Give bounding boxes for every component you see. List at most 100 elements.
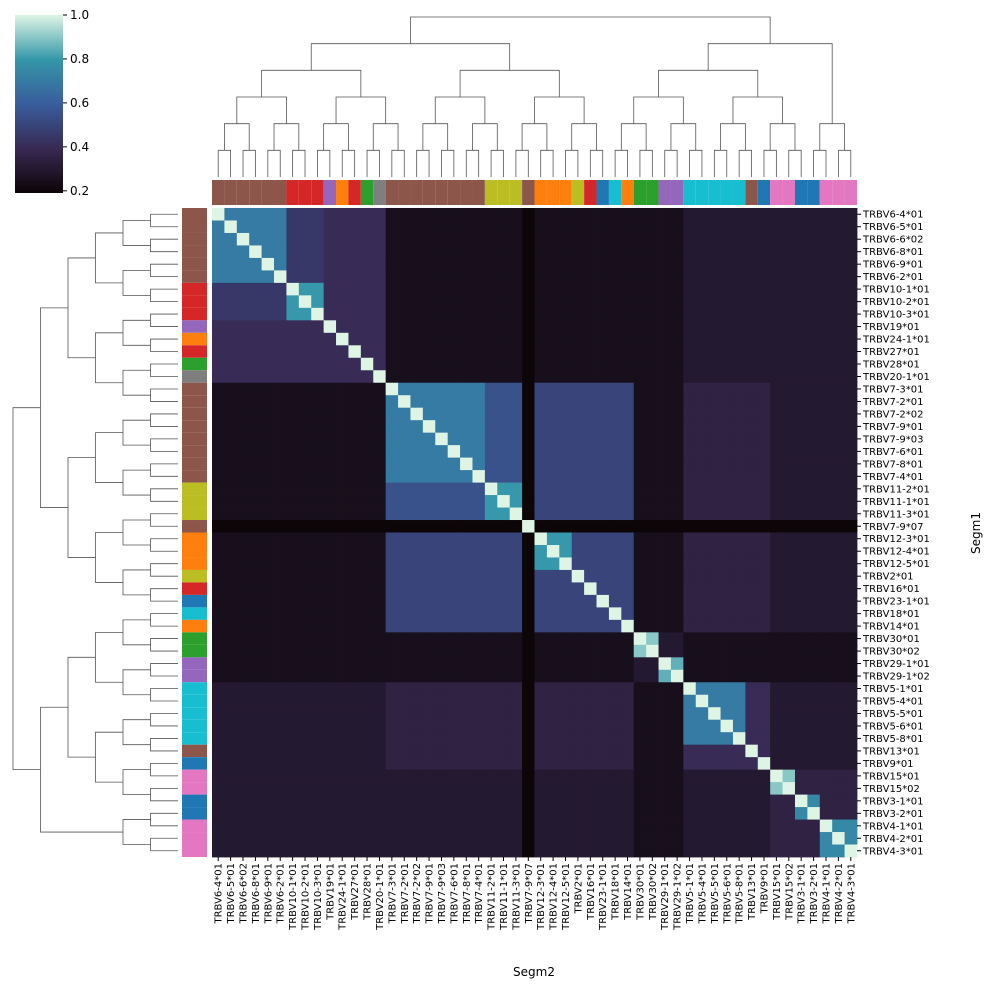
heatmap-cell [633, 245, 647, 259]
heatmap-cell [720, 757, 734, 771]
heatmap-cell [633, 470, 647, 483]
heatmap-cell [497, 682, 511, 696]
heatmap-cell [509, 569, 523, 583]
heatmap-cell [571, 644, 585, 658]
heatmap-cell [658, 382, 672, 396]
heatmap-cell [534, 395, 548, 409]
heatmap-cell [546, 619, 560, 633]
heatmap-cell [745, 432, 759, 446]
heatmap-cell [224, 644, 238, 658]
heatmap-cell [435, 420, 449, 434]
heatmap-cell [782, 844, 796, 858]
heatmap-cell [398, 757, 411, 771]
heatmap-cell [794, 345, 808, 359]
heatmap-cell [658, 257, 672, 271]
heatmap-cell [819, 794, 833, 808]
col-dendrogram [459, 69, 560, 97]
heatmap-cell [274, 694, 287, 708]
heatmap-cell [571, 819, 585, 833]
heatmap-cell [584, 632, 597, 646]
heatmap-cell [484, 445, 498, 459]
heatmap-cell [708, 270, 721, 284]
heatmap-cell [646, 370, 659, 384]
heatmap-cell [249, 507, 263, 521]
heatmap-cell [832, 607, 845, 621]
heatmap-cell [509, 257, 523, 271]
heatmap-cell [336, 757, 349, 771]
heatmap-cell [509, 532, 523, 546]
heatmap-cell [298, 370, 312, 384]
heatmap-cell [298, 407, 312, 421]
heatmap-cell [745, 794, 759, 808]
col-dendrogram [614, 149, 628, 177]
heatmap-cell [274, 470, 287, 483]
heatmap-cell [670, 382, 684, 396]
heatmap-cell [608, 619, 622, 633]
heatmap-cell [373, 832, 387, 845]
heatmap-cell [224, 232, 238, 246]
heatmap-cell [311, 607, 325, 621]
heatmap-cell [336, 420, 349, 434]
heatmap-cell [819, 832, 833, 845]
heatmap-cell [484, 569, 498, 583]
heatmap-cell [298, 307, 312, 321]
heatmap-cell [782, 819, 796, 833]
heatmap-cell [348, 844, 362, 858]
heatmap-cell [720, 707, 734, 721]
heatmap-cell [782, 457, 796, 471]
heatmap-cell [348, 370, 362, 384]
heatmap-cell [460, 719, 473, 733]
heatmap-cell [621, 544, 635, 558]
heatmap-cell [546, 257, 560, 271]
heatmap-cell [584, 557, 597, 571]
heatmap-cell [720, 445, 734, 459]
heatmap-cell [398, 370, 411, 384]
heatmap-cell [571, 345, 585, 359]
heatmap-cell [732, 282, 746, 296]
heatmap-cell [286, 544, 300, 558]
heatmap-cell [571, 482, 585, 496]
heatmap-cell [509, 470, 523, 483]
heatmap-cell [373, 357, 387, 371]
heatmap-cell [646, 594, 659, 608]
heatmap-cell [571, 607, 585, 621]
heatmap-cell [695, 544, 709, 558]
heatmap-cell [484, 257, 498, 271]
heatmap-cell [782, 407, 796, 421]
heatmap-cell [819, 470, 833, 483]
heatmap-cell [670, 295, 684, 309]
heatmap-cell [422, 594, 436, 608]
heatmap-cell [336, 569, 349, 583]
heatmap-cell [708, 782, 721, 795]
heatmap-cell [658, 582, 672, 596]
col-dendrogram [224, 123, 250, 151]
heatmap-cell [249, 819, 263, 833]
row-dendrogram [150, 787, 178, 802]
heatmap-cell [621, 282, 635, 296]
heatmap-cell [522, 457, 535, 471]
heatmap-cell [348, 544, 362, 558]
heatmap-cell [360, 619, 374, 633]
heatmap-cell [224, 382, 238, 396]
heatmap-cell [447, 295, 461, 309]
heatmap-cell [373, 307, 387, 321]
heatmap-cell [236, 320, 250, 334]
heatmap-cell [844, 632, 858, 646]
heatmap-cell [286, 345, 300, 359]
row-color [182, 320, 207, 333]
heatmap-cell [633, 732, 647, 746]
col-color [794, 180, 808, 205]
heatmap-cell [807, 457, 821, 471]
heatmap-cell [807, 345, 821, 359]
heatmap-cell [249, 794, 263, 808]
heatmap-cell [670, 270, 684, 284]
heatmap-cell [286, 420, 300, 434]
heatmap-cell [422, 682, 436, 696]
heatmap-cell [633, 445, 647, 459]
heatmap-cell [360, 807, 374, 820]
heatmap-cell [584, 370, 597, 384]
heatmap-cell [683, 420, 697, 434]
heatmap-cell [546, 332, 560, 346]
heatmap-cell [621, 732, 635, 746]
heatmap-cell [360, 582, 374, 596]
